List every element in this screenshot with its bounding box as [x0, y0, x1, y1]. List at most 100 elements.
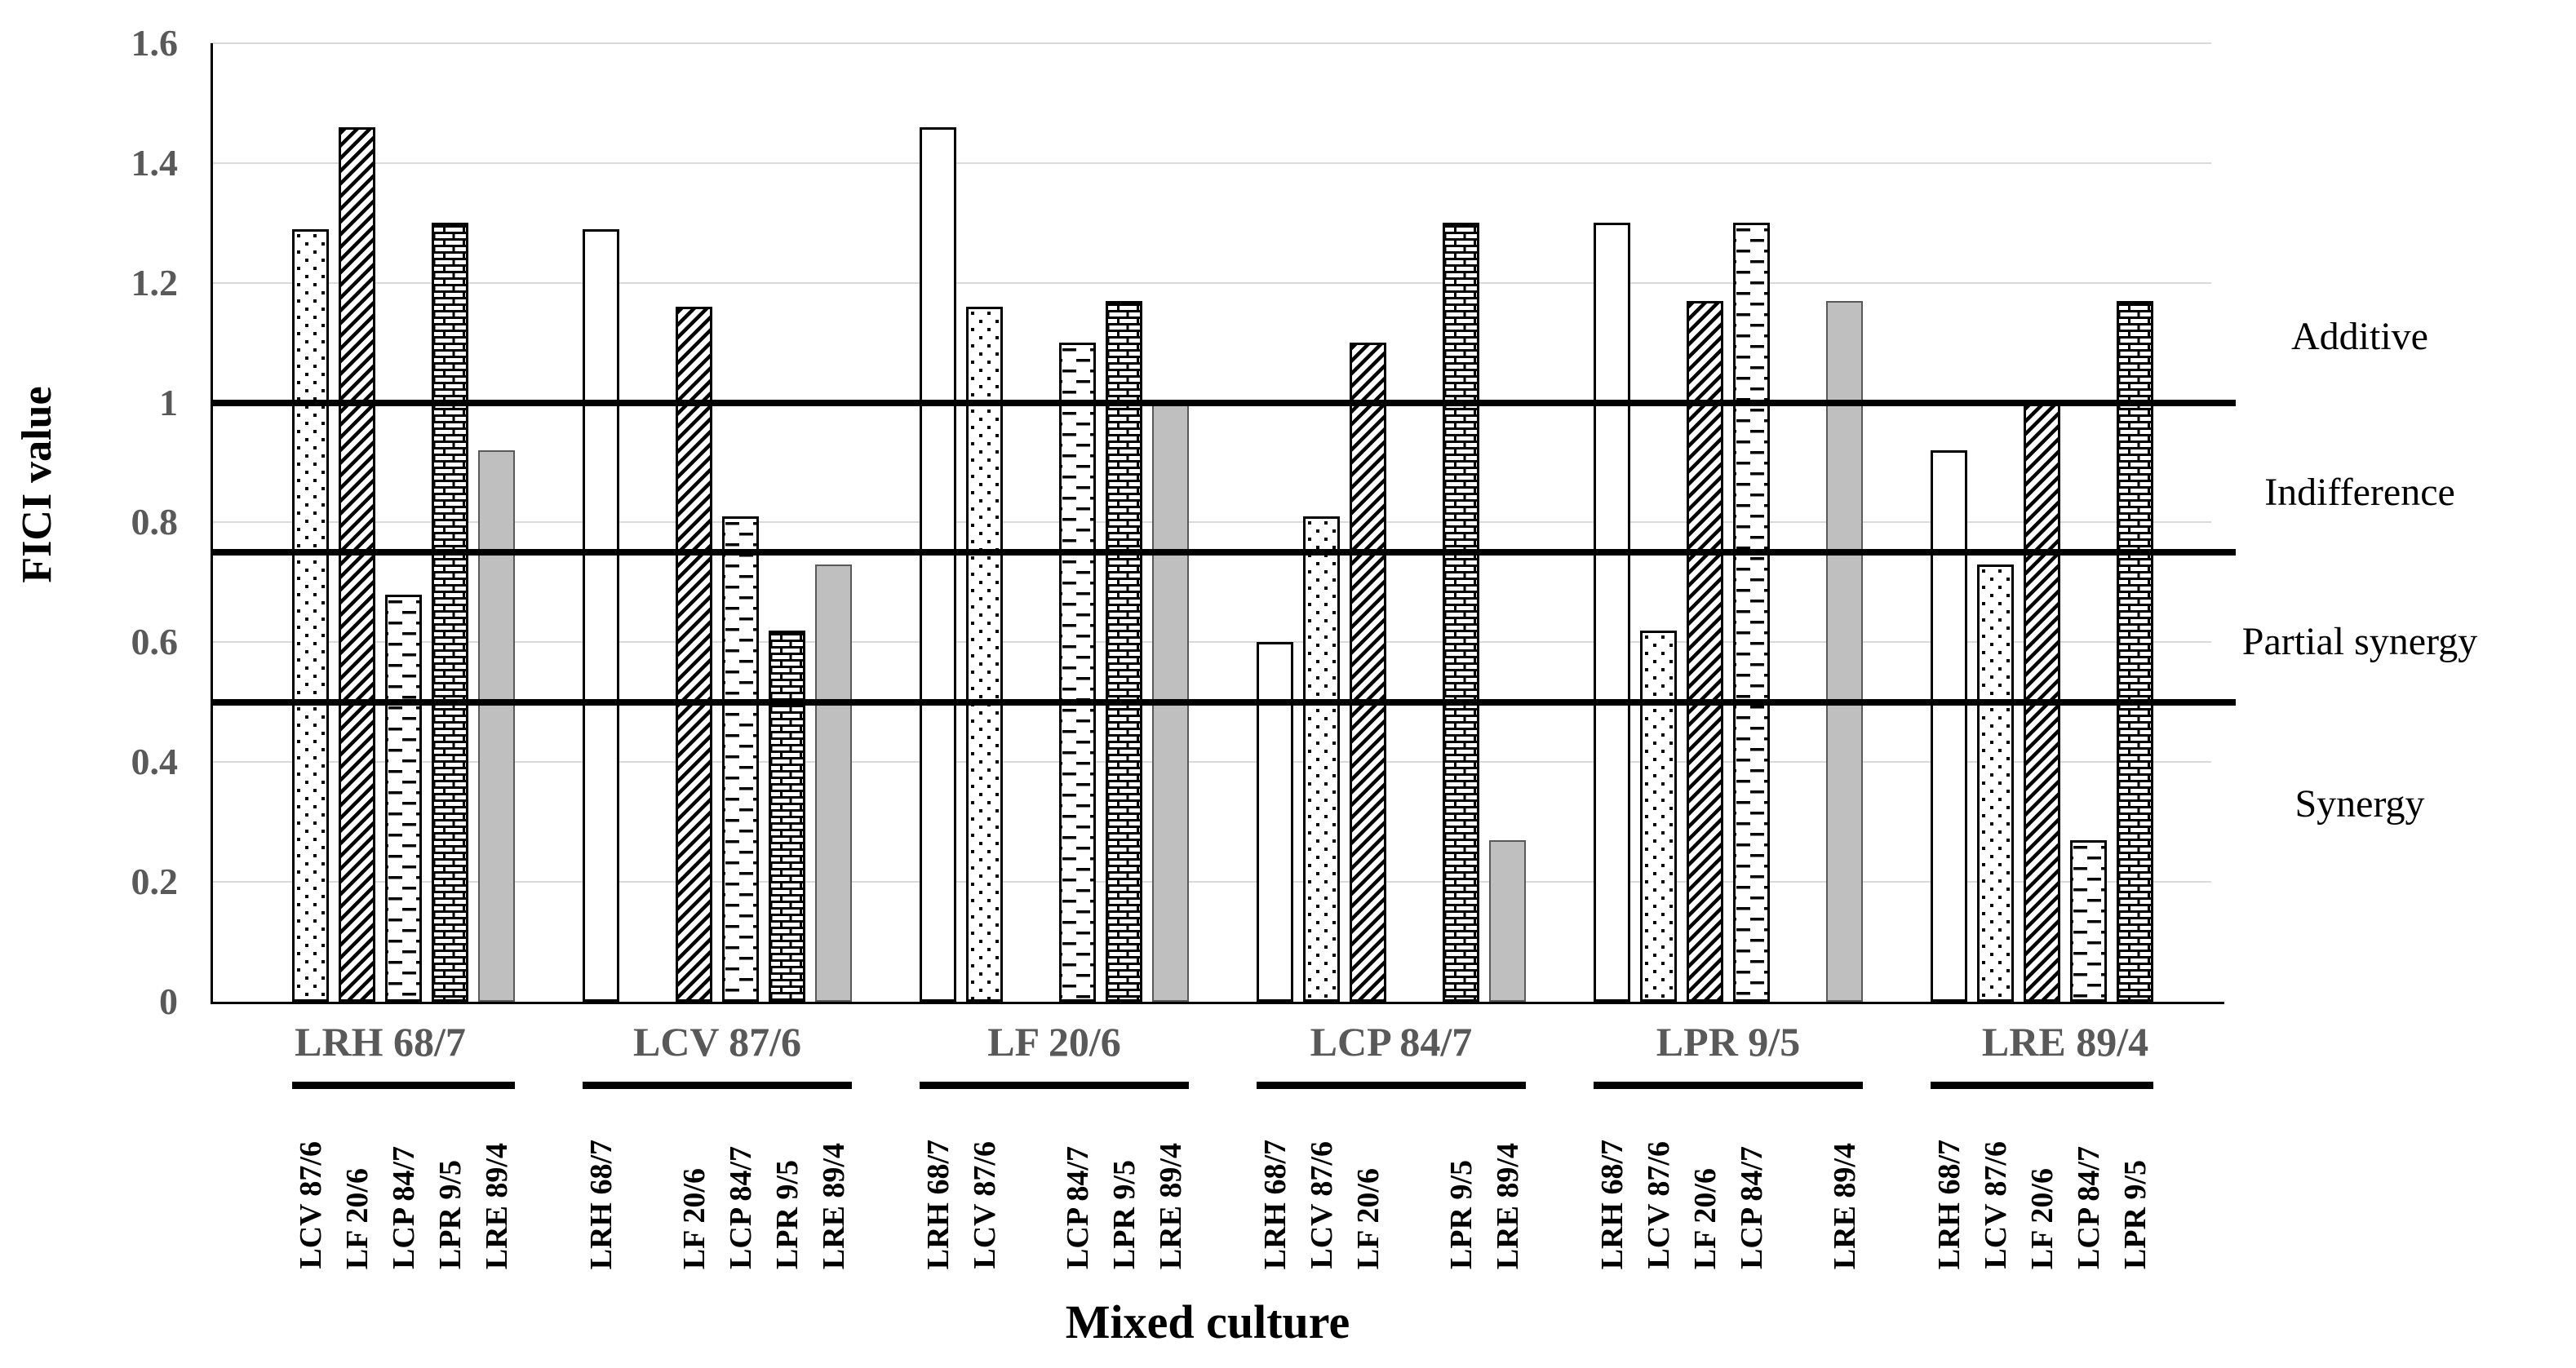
- bar-sublabel: LRH 68/7: [1931, 1139, 1966, 1269]
- bar-sublabel: LPR 9/5: [432, 1159, 468, 1269]
- bar-sublabel: LF 20/6: [2024, 1167, 2059, 1269]
- bar-sublabel: LCV 87/6: [1304, 1141, 1339, 1269]
- gridline: [211, 881, 2211, 883]
- fici-bar: [2117, 301, 2153, 1002]
- bar-sublabel: LRE 89/4: [1490, 1142, 1525, 1269]
- fici-bar: [1931, 450, 1967, 1002]
- bar-sublabel: LRH 68/7: [1257, 1139, 1292, 1269]
- fici-bar: [1594, 223, 1630, 1002]
- zone-label-partial-synergy: Partial synergy: [2241, 620, 2478, 664]
- zone-label-synergy: Synergy: [2294, 781, 2425, 826]
- group-underline: [1931, 1082, 2153, 1089]
- y-tick-label: 1: [159, 381, 178, 423]
- bar-sublabel: LRE 89/4: [479, 1142, 514, 1269]
- bar-sublabel: LPR 9/5: [1443, 1159, 1479, 1269]
- gridline: [211, 42, 2211, 44]
- y-tick-label: 0.6: [131, 621, 179, 663]
- bar-sublabel: LCV 87/6: [1641, 1141, 1676, 1269]
- fici-bar: [769, 631, 805, 1002]
- bar-sublabel: LF 20/6: [339, 1167, 375, 1269]
- fici-bar: [1640, 631, 1677, 1002]
- dots-fill: [969, 309, 1000, 999]
- fici-bar: [1826, 301, 1863, 1002]
- fici-bar: [292, 229, 329, 1002]
- bar-sublabel: LCP 84/7: [386, 1146, 421, 1269]
- group-label: LCP 84/7: [1310, 1019, 1473, 1065]
- zone-label-additive: Additive: [2291, 314, 2428, 358]
- y-tick-label: 1.4: [131, 141, 179, 184]
- horizontal-dashes-fill: [2073, 843, 2104, 999]
- bar-sublabel: LCP 84/7: [2071, 1146, 2106, 1269]
- dots-fill: [1980, 567, 2011, 999]
- group-underline: [920, 1082, 1189, 1089]
- bar-sublabel: LCV 87/6: [967, 1141, 1002, 1269]
- bar-sublabel: LF 20/6: [1687, 1167, 1723, 1269]
- bar-sublabel: LRE 89/4: [1153, 1142, 1188, 1269]
- group-underline: [583, 1082, 852, 1089]
- dots-fill: [1643, 633, 1674, 999]
- fici-bar: [966, 307, 1003, 1002]
- fici-bar: [1687, 301, 1723, 1002]
- fici-bar: [1489, 840, 1526, 1002]
- fici-bar: [1303, 516, 1340, 1002]
- bar-sublabel: LF 20/6: [676, 1167, 712, 1269]
- fici-bar: [478, 450, 515, 1002]
- group-label: LPR 9/5: [1656, 1019, 1801, 1065]
- bar-sublabel: LCV 87/6: [1978, 1141, 2013, 1269]
- bar-sublabel: LPR 9/5: [769, 1159, 805, 1269]
- bar-sublabel: LF 20/6: [1350, 1167, 1386, 1269]
- y-tick-label: 0.8: [131, 501, 179, 543]
- group-underline: [292, 1082, 515, 1089]
- gridline: [211, 281, 2211, 284]
- gridline: [211, 641, 2211, 644]
- fici-bar: [1350, 343, 1386, 1002]
- group-label: LRH 68/7: [295, 1019, 466, 1065]
- diagonal-hatch-fill: [341, 130, 373, 999]
- fici-bar: [676, 307, 712, 1002]
- fici-bar: [1977, 564, 2014, 1002]
- threshold-line: [211, 399, 2236, 406]
- horizontal-dashes-fill: [1736, 225, 1767, 999]
- fici-bar: [1059, 343, 1096, 1002]
- group-underline: [1594, 1082, 1863, 1089]
- brick-fill: [434, 225, 466, 999]
- horizontal-dashes-fill: [1062, 345, 1093, 999]
- bar-sublabel: LCP 84/7: [1734, 1146, 1769, 1269]
- threshold-line: [211, 549, 2236, 556]
- y-tick-label: 0: [159, 981, 178, 1022]
- x-axis-title: Mixed culture: [1065, 1295, 1350, 1348]
- y-tick-label: 0.2: [131, 861, 179, 903]
- fici-bar: [583, 229, 619, 1002]
- threshold-line: [211, 698, 2236, 706]
- brick-fill: [2119, 303, 2151, 999]
- fici-bar: [1733, 223, 1770, 1002]
- y-tick-label: 0.4: [131, 741, 179, 783]
- x-axis-line: [211, 1002, 2224, 1004]
- fici-bar: [1106, 301, 1142, 1002]
- bar-sublabel: LCP 84/7: [723, 1146, 758, 1269]
- y-tick-label: 1.2: [131, 261, 179, 303]
- diagonal-hatch-fill: [1352, 345, 1384, 999]
- bar-sublabel: LRH 68/7: [583, 1139, 619, 1269]
- diagonal-hatch-fill: [678, 309, 710, 999]
- horizontal-dashes-fill: [725, 519, 756, 999]
- gridline: [211, 761, 2211, 764]
- zone-label-indifference: Indifference: [2264, 470, 2455, 514]
- fici-bar: [920, 127, 956, 1002]
- bar-sublabel: LRH 68/7: [920, 1139, 955, 1269]
- brick-fill: [771, 633, 803, 999]
- fici-bar: [432, 223, 468, 1002]
- dots-fill: [1306, 519, 1337, 999]
- horizontal-dashes-fill: [388, 597, 419, 999]
- group-label: LRE 89/4: [1981, 1019, 2149, 1065]
- y-axis-line: [211, 43, 213, 1004]
- brick-fill: [1108, 303, 1140, 999]
- fici-bar: [385, 595, 422, 1002]
- bar-sublabel: LCV 87/6: [293, 1141, 328, 1269]
- group-underline: [1257, 1082, 1526, 1089]
- fici-bar: [2070, 840, 2107, 1002]
- bar-sublabel: LPR 9/5: [1106, 1159, 1142, 1269]
- gridline: [211, 521, 2211, 524]
- y-tick-label: 1.6: [131, 21, 179, 64]
